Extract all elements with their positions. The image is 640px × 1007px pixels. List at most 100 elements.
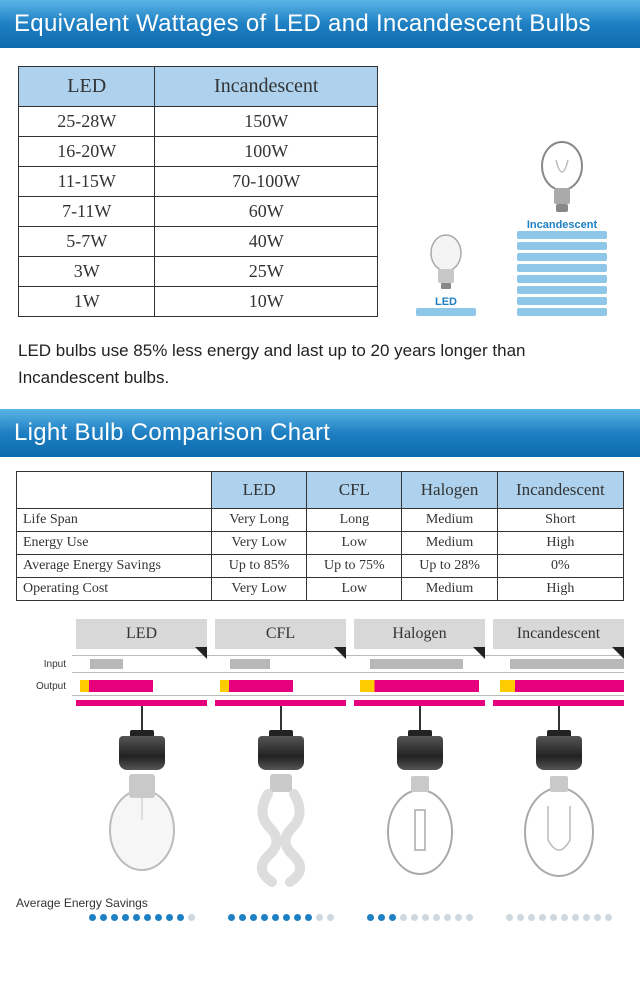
dot [122,914,129,921]
table-cell: Very Low [212,532,307,555]
led-bulb-icon [424,233,468,293]
incandescent-label: Incandescent [512,219,612,231]
hanging-bulb [493,700,624,890]
dot [155,914,162,921]
savings-dots [76,914,624,921]
dot [506,914,513,921]
stack-bar [517,308,607,316]
dot [177,914,184,921]
dot [605,914,612,921]
table-cell: Medium [402,578,497,601]
table-row: Life SpanVery LongLongMediumShort [17,509,624,532]
table-cell: High [497,532,623,555]
table-cell: Short [497,509,623,532]
dot [539,914,546,921]
wtable-header: Incandescent [155,67,378,107]
ctable-header: LED [212,472,307,509]
incandescent-bulb-icon [514,770,604,890]
dot-group [215,914,346,921]
table-row: 16-20W100W [19,137,378,167]
ctable-header: Halogen [402,472,497,509]
output-bar-cell [212,680,344,692]
table-cell: 16-20W [19,137,155,167]
table-row: 7-11W60W [19,197,378,227]
dot [594,914,601,921]
table-cell: Very Long [212,509,307,532]
chart-tab: Incandescent [493,619,624,649]
dot [327,914,334,921]
ctable-header [17,472,212,509]
table-cell: 11-15W [19,167,155,197]
halogen-bulb-icon [375,770,465,890]
note-text: LED bulbs use 85% less energy and last u… [0,327,640,409]
cfl-bulb-icon [236,770,326,890]
stack-bar [517,231,607,239]
dot [166,914,173,921]
incandescent-bulb-icon [534,140,590,216]
title-banner-2: Light Bulb Comparison Chart [0,409,640,457]
dot [444,914,451,921]
hanging-bulb [76,700,207,890]
ctable-header: CFL [307,472,402,509]
dot [378,914,385,921]
socket-icon [536,736,582,770]
table-cell: 150W [155,107,378,137]
socket-icon [119,736,165,770]
dot [100,914,107,921]
dot-group [354,914,485,921]
input-bar-cell [492,659,624,669]
table-cell: Medium [402,532,497,555]
socket-icon [258,736,304,770]
table-cell: 60W [155,197,378,227]
dot [144,914,151,921]
dot [466,914,473,921]
table-cell: Up to 28% [402,555,497,578]
table-cell: 25W [155,257,378,287]
table-cell: Long [307,509,402,532]
title-banner-1: Equivalent Wattages of LED and Incandesc… [0,0,640,48]
chart-area: LEDCFLHalogenIncandescent Input Output [0,611,640,890]
dot [550,914,557,921]
stack-bar [416,308,476,316]
dot [239,914,246,921]
table-cell: Average Energy Savings [17,555,212,578]
output-label: Output [16,681,72,692]
table-cell: 10W [155,287,378,317]
dot-group [493,914,624,921]
bulb-stack-graphic: Incandescent LED [396,66,622,316]
table-cell: 5-7W [19,227,155,257]
output-bar-cell [492,680,624,692]
table-cell: Life Span [17,509,212,532]
hanging-bulb [215,700,346,890]
dot [111,914,118,921]
socket-icon [397,736,443,770]
dot-group [76,914,207,921]
input-label: Input [16,659,72,670]
wattage-table: LEDIncandescent 25-28W150W16-20W100W11-1… [18,66,378,317]
output-bar-cell [72,680,204,692]
table-cell: Energy Use [17,532,212,555]
dot [433,914,440,921]
table-cell: 1W [19,287,155,317]
table-row: 25-28W150W [19,107,378,137]
table-cell: 70-100W [155,167,378,197]
dot [517,914,524,921]
chart-tab: CFL [215,619,346,649]
table-cell: Medium [402,509,497,532]
table-cell: Operating Cost [17,578,212,601]
input-bar-cell [212,659,344,669]
dot [272,914,279,921]
dot [455,914,462,921]
dot [572,914,579,921]
led-bulb-icon [97,770,187,890]
table-cell: High [497,578,623,601]
dot [133,914,140,921]
table-cell: 25-28W [19,107,155,137]
output-bar-cell [352,680,484,692]
dot [305,914,312,921]
input-bar-cell [352,659,484,669]
dot [316,914,323,921]
dot [188,914,195,921]
table-cell: Up to 75% [307,555,402,578]
stack-bar [517,275,607,283]
